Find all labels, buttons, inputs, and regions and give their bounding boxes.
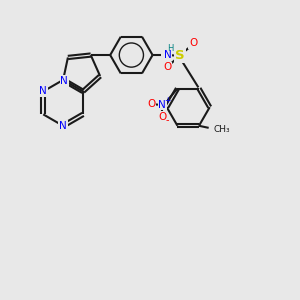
Text: N: N bbox=[39, 86, 47, 96]
Text: CH₃: CH₃ bbox=[213, 125, 230, 134]
Text: N: N bbox=[164, 50, 172, 60]
Text: N: N bbox=[60, 76, 68, 86]
Text: -: - bbox=[166, 115, 169, 125]
Text: O: O bbox=[163, 62, 171, 72]
Text: N: N bbox=[158, 100, 166, 110]
Text: O: O bbox=[147, 99, 156, 109]
Text: +: + bbox=[164, 95, 171, 104]
Text: H: H bbox=[167, 44, 173, 53]
Text: O: O bbox=[158, 112, 166, 122]
Text: N: N bbox=[59, 121, 67, 131]
Text: O: O bbox=[189, 38, 197, 48]
Text: S: S bbox=[175, 49, 185, 62]
